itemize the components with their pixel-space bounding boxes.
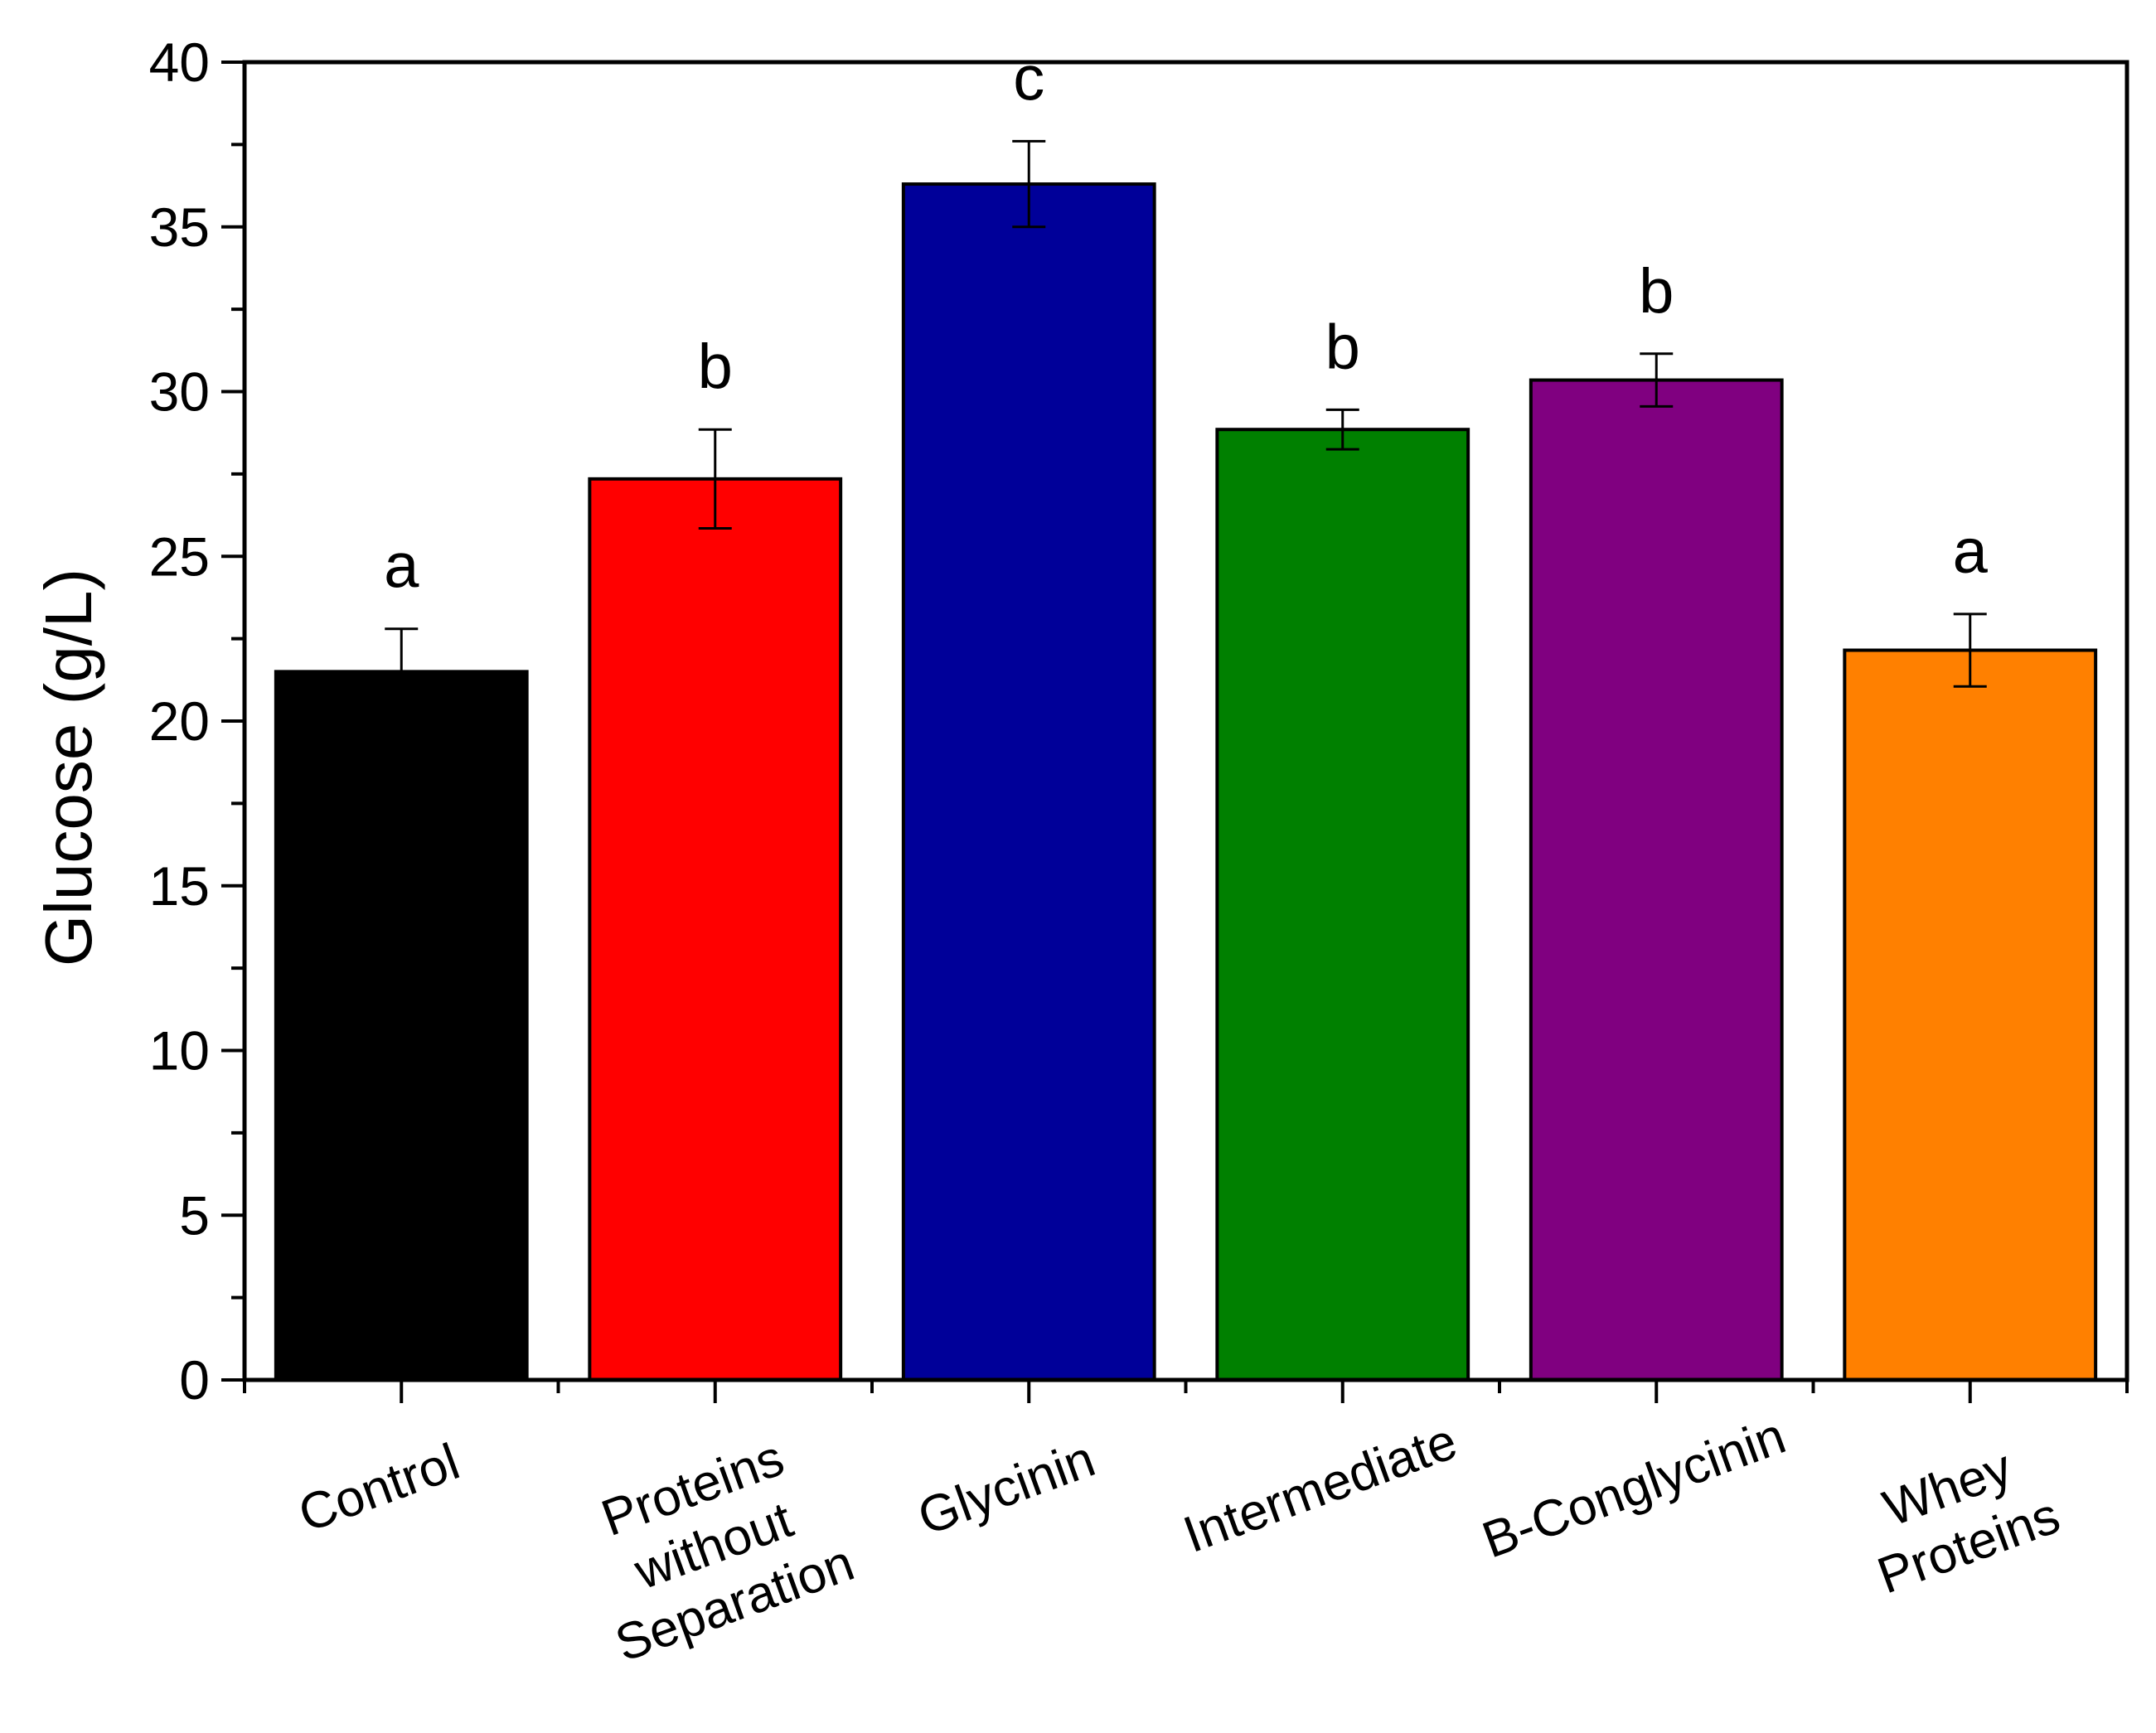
error-bar-2	[1012, 139, 1046, 229]
x-tick-label-2: Glycinin	[911, 1430, 1102, 1547]
bars-layer	[274, 182, 2098, 1382]
y-tick-label-7: 35	[149, 196, 210, 258]
svg-text:Intermediate: Intermediate	[1176, 1412, 1464, 1564]
significance-label-0: a	[384, 531, 419, 602]
svg-text:Glycinin: Glycinin	[911, 1430, 1102, 1547]
y-tick-label-8: 40	[149, 31, 210, 93]
bar-0	[274, 670, 529, 1382]
y-tick-label-4: 20	[149, 690, 210, 752]
y-tick-label-0: 0	[179, 1349, 210, 1411]
svg-text:WheyProteins: WheyProteins	[1849, 1429, 2067, 1605]
error-bars-layer	[385, 139, 1987, 716]
error-bar-5	[1953, 612, 1987, 688]
svg-text:ProteinswithoutSeparation: ProteinswithoutSeparation	[566, 1419, 861, 1672]
axis-ticks-layer	[221, 61, 2129, 1403]
bar-2	[901, 182, 1156, 1382]
x-tick-label-1: ProteinswithoutSeparation	[566, 1419, 861, 1672]
significance-label-5: a	[1953, 516, 1989, 587]
x-tick-label-5: WheyProteins	[1849, 1429, 2067, 1605]
significance-label-2: c	[1013, 43, 1044, 114]
bar-4	[1529, 378, 1784, 1382]
significance-label-1: b	[698, 332, 733, 402]
bar-3	[1215, 428, 1470, 1382]
y-tick-label-3: 15	[149, 855, 210, 917]
x-tick-label-3: Intermediate	[1176, 1412, 1464, 1564]
significance-label-3: b	[1325, 312, 1360, 382]
error-bar-4	[1640, 352, 1674, 408]
y-tick-label-5: 25	[149, 525, 210, 587]
error-bar-1	[698, 428, 732, 530]
x-tick-labels-layer: Control ProteinswithoutSeparation Glycinin…	[292, 1407, 2067, 1673]
y-tick-label-1: 5	[179, 1184, 210, 1246]
y-tick-labels-layer: 0 5 10 15 20 25 30 35 40	[149, 31, 210, 1411]
y-tick-label-6: 30	[149, 361, 210, 423]
x-tick-label-0: Control	[292, 1433, 467, 1543]
error-bar-0	[385, 627, 419, 716]
svg-text:B-Conglycinin: B-Conglycinin	[1475, 1407, 1793, 1570]
bar-1	[588, 477, 843, 1382]
significance-labels-layer: a b c b b a	[384, 43, 1989, 601]
error-bar-3	[1325, 408, 1359, 451]
y-axis-title: Glucose (g/L)	[31, 569, 105, 966]
bar-5	[1843, 648, 2098, 1382]
svg-text:Control: Control	[292, 1433, 467, 1543]
x-tick-label-4: B-Conglycinin	[1475, 1407, 1793, 1570]
significance-label-4: b	[1639, 256, 1674, 327]
y-tick-label-2: 10	[149, 1020, 210, 1082]
